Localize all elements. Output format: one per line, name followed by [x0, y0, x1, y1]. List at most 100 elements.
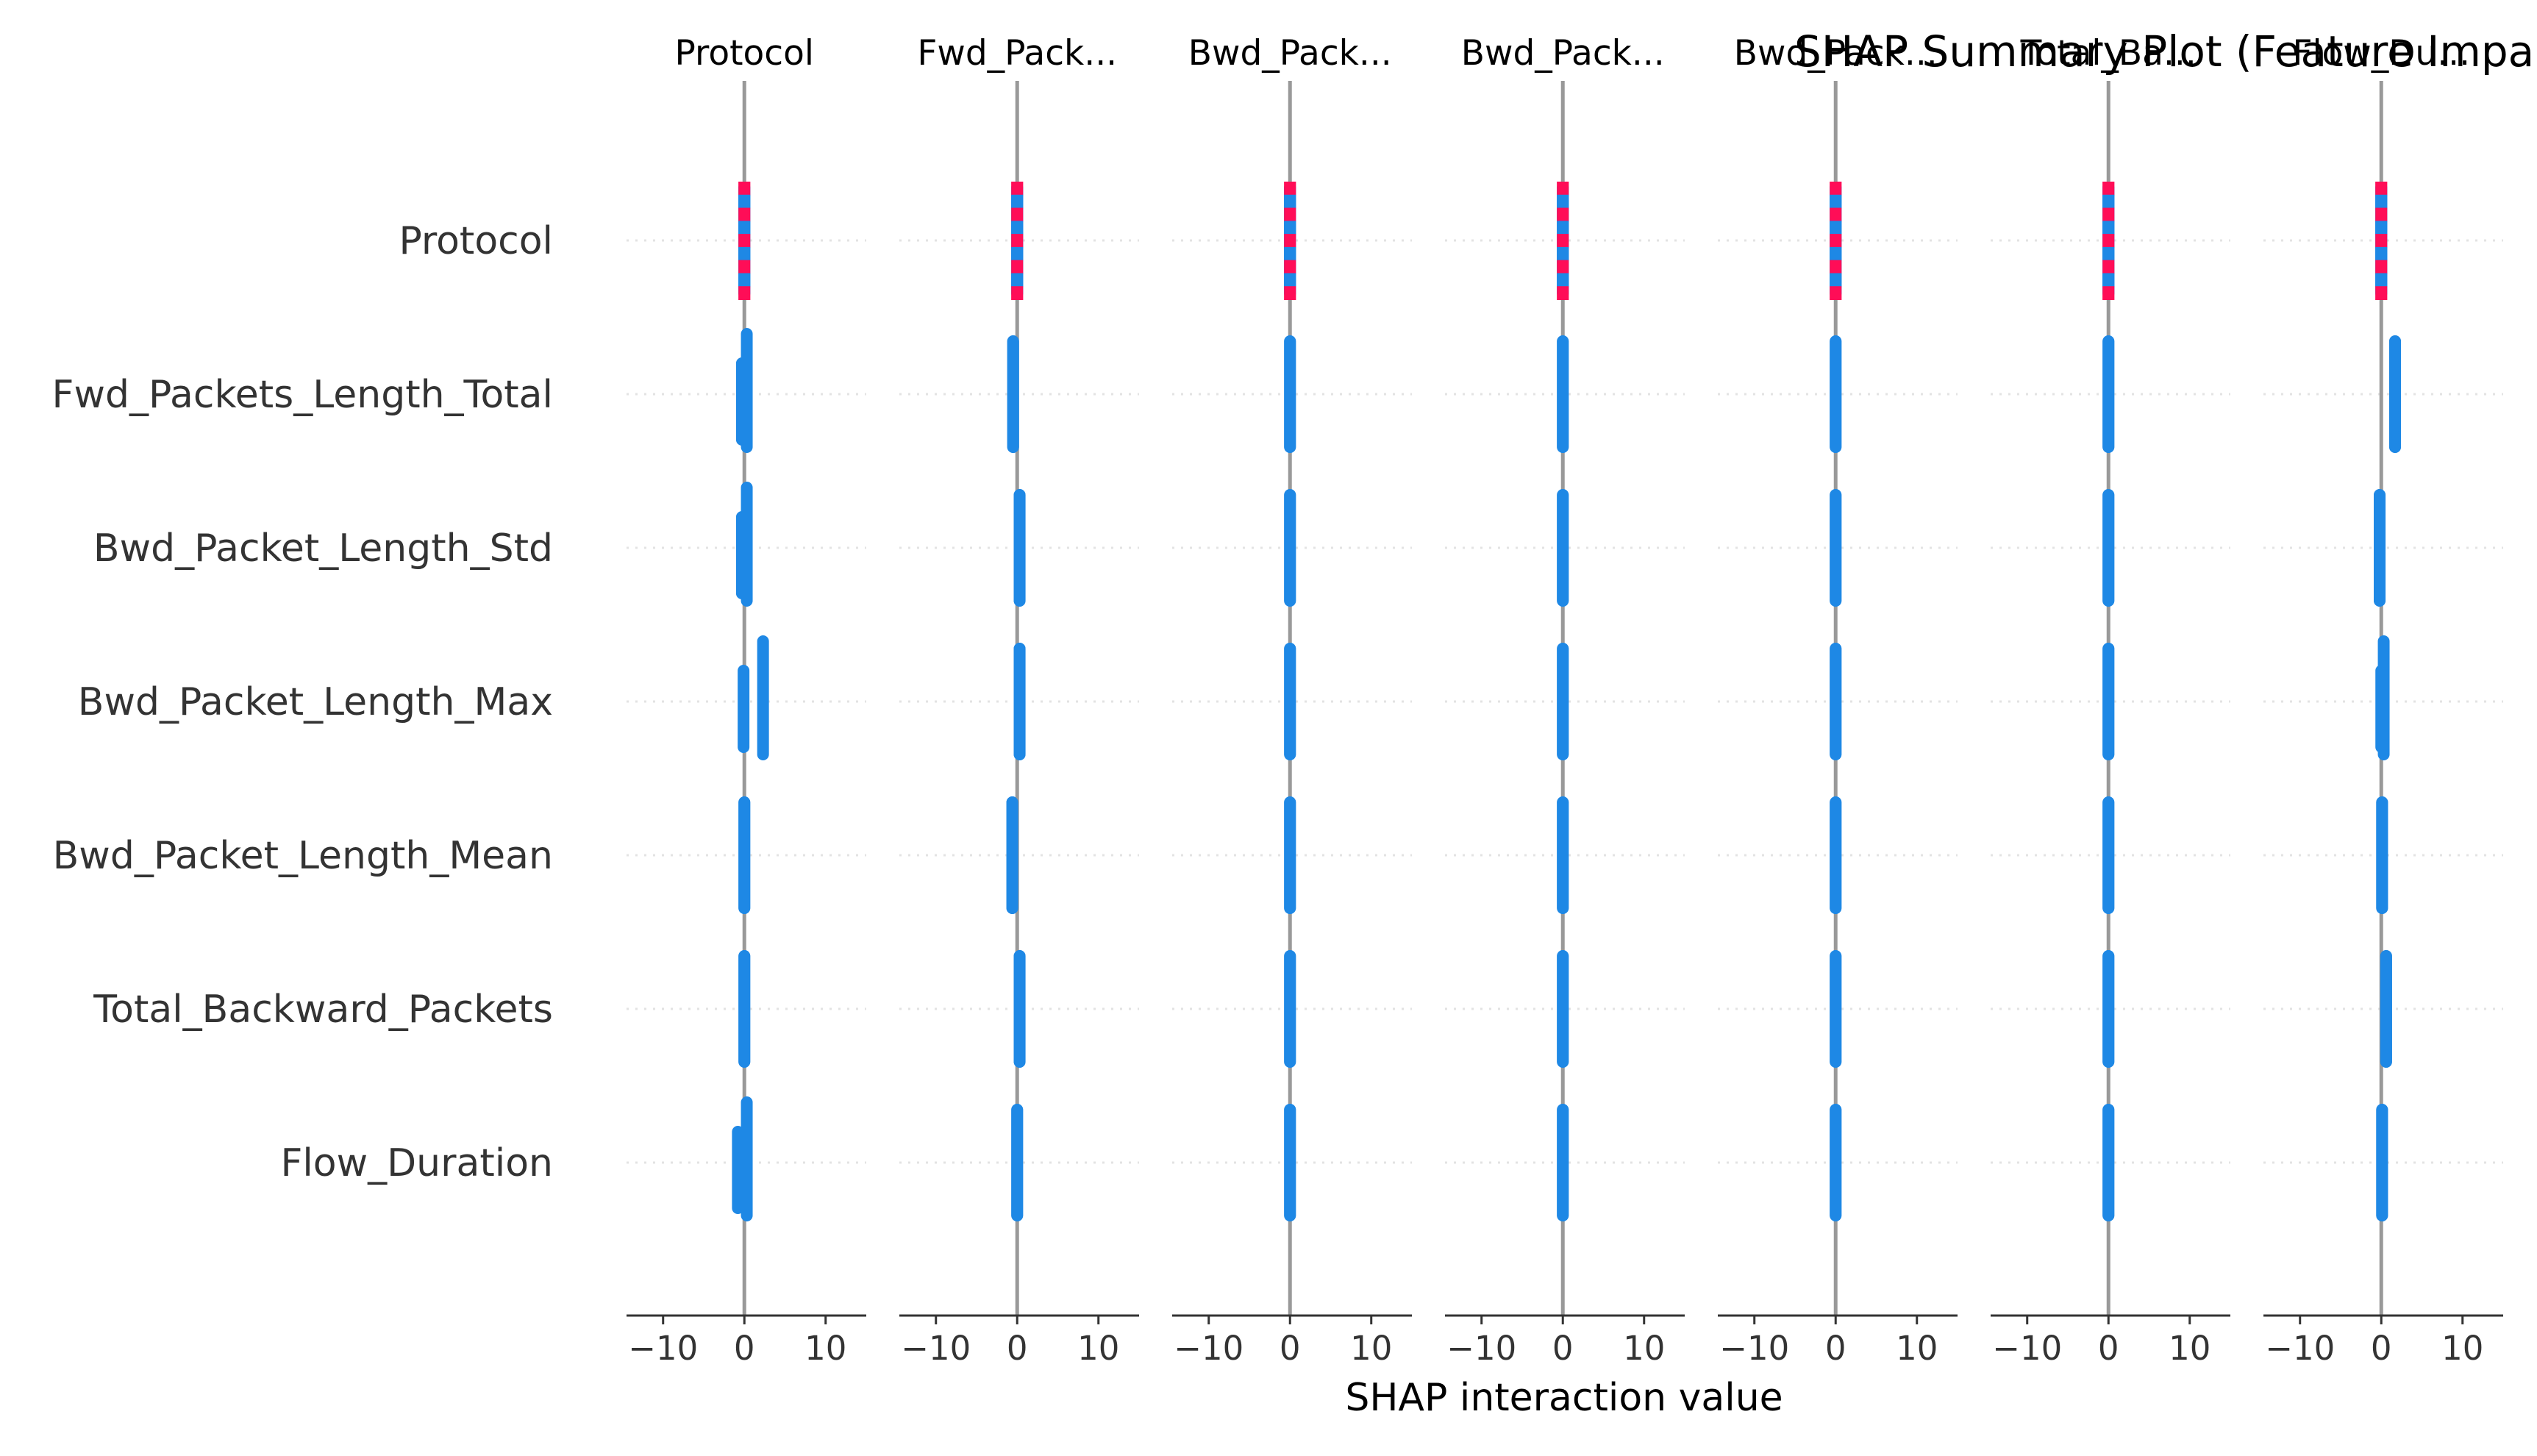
shap-point	[2102, 273, 2115, 288]
panel-title: Flow_Du...	[2292, 33, 2470, 74]
shap-point	[1011, 194, 1024, 209]
shap-point	[1284, 260, 1296, 274]
x-tick-label: 10	[1077, 1329, 1119, 1368]
shap-point-cluster	[1006, 796, 1018, 914]
shap-point	[1557, 221, 1569, 235]
shap-point-cluster	[741, 482, 753, 607]
shap-point-cluster	[1013, 950, 1026, 1068]
x-tick-label: −10	[1174, 1329, 1243, 1368]
feature-label: Flow_Duration	[280, 1141, 553, 1185]
shap-point	[1557, 234, 1569, 248]
panel-title: Bwd_Pack...	[1734, 33, 1938, 74]
shap-point-cluster	[1830, 950, 1842, 1068]
shap-point-cluster	[1557, 335, 1569, 453]
x-tick-label: 10	[1896, 1329, 1938, 1368]
shap-point-cluster	[2102, 796, 2115, 914]
shap-point	[2102, 207, 2115, 222]
shap-point-cluster	[2376, 1104, 2388, 1221]
shap-point	[1011, 286, 1024, 300]
feature-label: Fwd_Packets_Length_Total	[52, 373, 553, 417]
panel-title: Total_Ba...	[2020, 33, 2197, 74]
shap-point	[2375, 234, 2388, 248]
shap-point	[1284, 246, 1296, 261]
shap-point	[1284, 221, 1296, 235]
shap-point	[738, 221, 751, 235]
shap-point	[2375, 182, 2388, 196]
shap-point-cluster	[738, 950, 751, 1068]
panel-title: Protocol	[675, 33, 814, 74]
shap-point-cluster	[1557, 489, 1569, 607]
shap-point	[2375, 207, 2388, 222]
shap-point	[2375, 286, 2388, 300]
shap-point	[738, 273, 751, 288]
x-tick-label: 10	[2169, 1329, 2210, 1368]
x-tick-label: 10	[1623, 1329, 1665, 1368]
x-tick-label: 10	[1350, 1329, 1392, 1368]
x-tick-label: −10	[1992, 1329, 2062, 1368]
shap-point-cluster	[741, 328, 753, 453]
x-axis-label: SHAP interaction value	[1345, 1376, 1783, 1420]
shap-point	[1557, 286, 1569, 300]
shap-point	[1284, 182, 1296, 196]
shap-point-cluster	[2102, 335, 2115, 453]
x-tick-label: 10	[804, 1329, 846, 1368]
shap-point	[1830, 273, 1842, 288]
shap-point-cluster	[2374, 489, 2386, 607]
x-tick-label: 10	[2441, 1329, 2483, 1368]
shap-point	[1557, 273, 1569, 288]
shap-point	[1557, 260, 1569, 274]
shap-point	[2375, 221, 2388, 235]
shap-point-cluster	[2380, 950, 2392, 1068]
shap-point-cluster	[1284, 335, 1296, 453]
shap-point-cluster	[738, 796, 751, 914]
shap-point	[1284, 286, 1296, 300]
shap-point	[2102, 234, 2115, 248]
shap-point	[2102, 246, 2115, 261]
shap-point	[2375, 194, 2388, 209]
shap-point-cluster	[1284, 950, 1296, 1068]
axis-layer: −10 0 10 −10 0 10 −10 0 10 −10 0 10 −10 0 10 −10 0 10 −10 0…	[627, 1314, 2503, 1368]
shap-point	[738, 246, 751, 261]
shap-point-cluster	[1557, 643, 1569, 760]
shap-point	[2375, 273, 2388, 288]
x-tick-label: −10	[1446, 1329, 1516, 1368]
shap-point	[1830, 260, 1842, 274]
x-tick-label: −10	[628, 1329, 698, 1368]
shap-point-cluster	[1830, 796, 1842, 914]
x-tick-label: −10	[1719, 1329, 1789, 1368]
shap-point-cluster	[1830, 643, 1842, 760]
label-layer: Protocol Fwd_Packets_Length_Total Bwd_Pack…	[52, 33, 2471, 1185]
shap-point	[1830, 234, 1842, 248]
shap-point	[2375, 246, 2388, 261]
shap-point	[738, 260, 751, 274]
points-layer	[732, 182, 2402, 1221]
shap-point	[738, 182, 751, 196]
shap-point-cluster	[757, 635, 769, 760]
x-tick-label: 0	[734, 1329, 755, 1368]
feature-label: Bwd_Packet_Length_Mean	[53, 834, 553, 878]
shap-point	[1830, 194, 1842, 209]
shap-point	[1011, 273, 1024, 288]
shap-point	[1011, 234, 1024, 248]
shap-point-cluster	[1557, 1104, 1569, 1221]
x-tick-label: 0	[1007, 1329, 1028, 1368]
shap-point-cluster	[2102, 1104, 2115, 1221]
shap-point	[1830, 182, 1842, 196]
shap-point	[1830, 221, 1842, 235]
shap-point-cluster	[2102, 643, 2115, 760]
shap-point-cluster	[2102, 950, 2115, 1068]
shap-point	[2102, 194, 2115, 209]
shap-point	[1284, 234, 1296, 248]
shap-point	[2102, 260, 2115, 274]
panel-title: Bwd_Pack...	[1461, 33, 1665, 74]
shap-point-cluster	[1557, 950, 1569, 1068]
shap-point	[1830, 207, 1842, 222]
feature-label: Bwd_Packet_Length_Std	[93, 527, 553, 571]
shap-point-cluster	[1830, 335, 1842, 453]
x-tick-label: 0	[1552, 1329, 1574, 1368]
shap-point-cluster	[2377, 635, 2390, 760]
shap-point	[1557, 194, 1569, 209]
feature-label: Total_Backward_Packets	[93, 988, 553, 1032]
panel-title: Bwd_Pack...	[1188, 33, 1392, 74]
shap-point-cluster	[1557, 796, 1569, 914]
